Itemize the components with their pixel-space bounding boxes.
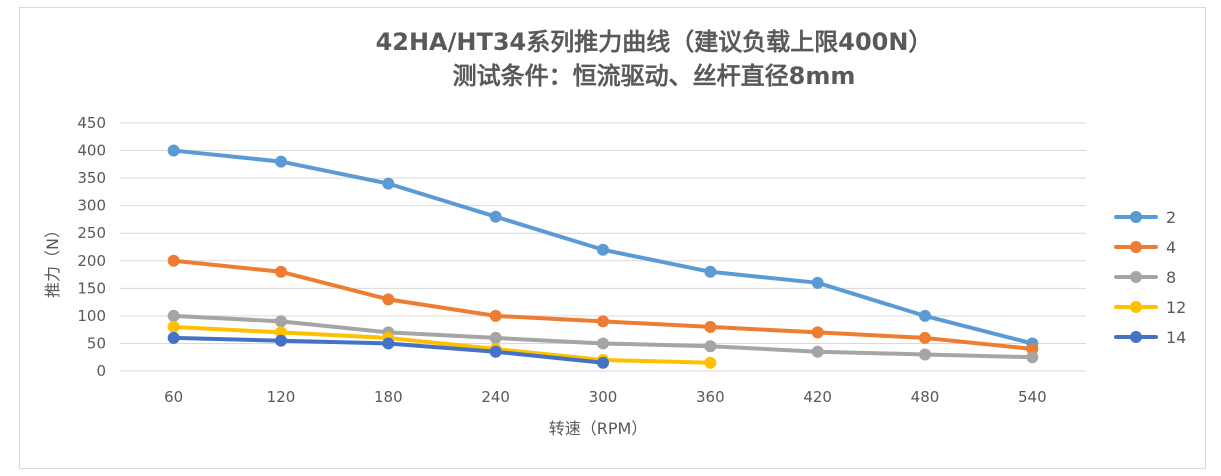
legend-label: 8: [1166, 268, 1176, 287]
legend-label: 12: [1166, 298, 1186, 317]
data-point: [811, 276, 824, 289]
data-point: [489, 331, 502, 344]
data-point: [167, 309, 180, 322]
series-line: [171, 258, 1035, 351]
data-point: [704, 340, 717, 353]
data-point: [1026, 342, 1039, 355]
legend-item: 14: [1114, 328, 1186, 347]
y-tick-label: 150: [77, 279, 106, 297]
data-point: [489, 210, 502, 223]
legend-item: 12: [1114, 298, 1186, 317]
legend-label: 4: [1166, 238, 1176, 257]
series-4: [167, 254, 1039, 355]
x-axis-ticks: 60 120 180 240 300 360 420 480 540: [164, 388, 1047, 406]
legend-item: 8: [1114, 268, 1176, 287]
y-tick-label: 300: [77, 197, 106, 215]
chart-title: 42HA/HT34系列推力曲线（建议负载上限400N）: [376, 28, 933, 56]
data-point: [489, 345, 502, 358]
data-point: [167, 320, 180, 333]
chart-frame: [19, 7, 1206, 469]
x-tick-label: 300: [589, 388, 618, 406]
data-point: [489, 309, 502, 322]
data-point: [597, 243, 609, 256]
x-tick-label: 120: [267, 388, 296, 406]
data-point: [167, 331, 180, 344]
data-point: [597, 337, 609, 350]
data-point: [704, 265, 717, 278]
series-8: [167, 309, 1039, 364]
y-tick-label: 250: [77, 224, 106, 242]
y-tick-label: 450: [77, 114, 106, 132]
legend-marker: [1130, 271, 1142, 283]
y-tick-label: 100: [77, 307, 106, 325]
data-point: [597, 315, 609, 328]
y-tick-label: 200: [77, 252, 106, 270]
data-point: [275, 334, 287, 347]
data-point: [275, 155, 287, 168]
data-point: [382, 293, 395, 306]
x-tick-label: 60: [164, 388, 183, 406]
series-14: [167, 331, 609, 369]
data-point: [919, 331, 931, 344]
data-point: [919, 348, 931, 361]
legend-item: 2: [1114, 208, 1176, 227]
x-axis-title: 转速（RPM）: [549, 419, 648, 438]
legend-item: 4: [1114, 238, 1176, 257]
data-point: [382, 177, 395, 190]
x-tick-label: 180: [374, 388, 403, 406]
legend-label: 2: [1166, 208, 1176, 227]
legend-marker: [1130, 331, 1142, 343]
y-tick-label: 50: [87, 334, 106, 352]
x-tick-label: 360: [696, 388, 725, 406]
legend-marker: [1130, 211, 1142, 223]
data-point: [167, 254, 180, 267]
data-point: [919, 309, 931, 322]
data-point: [704, 356, 717, 369]
legend-marker: [1130, 241, 1142, 253]
data-point: [275, 265, 287, 278]
data-point: [1026, 351, 1039, 364]
y-axis-ticks: 0 50 100 150 200 250 300 350 400 450: [77, 114, 106, 380]
x-tick-label: 480: [911, 388, 940, 406]
data-point: [275, 315, 287, 328]
legend-marker: [1130, 301, 1142, 313]
legend-label: 14: [1166, 328, 1186, 347]
x-tick-label: 540: [1018, 388, 1047, 406]
data-point: [704, 320, 717, 333]
data-point: [167, 144, 180, 157]
data-point: [382, 337, 395, 350]
data-point: [597, 356, 609, 369]
data-point: [811, 326, 824, 339]
data-point: [811, 345, 824, 358]
x-tick-label: 420: [803, 388, 832, 406]
chart-subtitle: 测试条件：恒流驱动、丝杆直径8mm: [453, 62, 856, 90]
x-tick-label: 240: [481, 388, 510, 406]
series-line: [171, 324, 713, 365]
y-tick-label: 400: [77, 142, 106, 160]
y-tick-label: 0: [96, 362, 106, 380]
data-point: [275, 326, 287, 339]
y-axis-title: 推力（N）: [43, 222, 62, 298]
legend: 2 4 8 12 14: [1114, 208, 1186, 347]
series-layer: [167, 144, 1039, 369]
y-tick-label: 350: [77, 169, 106, 187]
